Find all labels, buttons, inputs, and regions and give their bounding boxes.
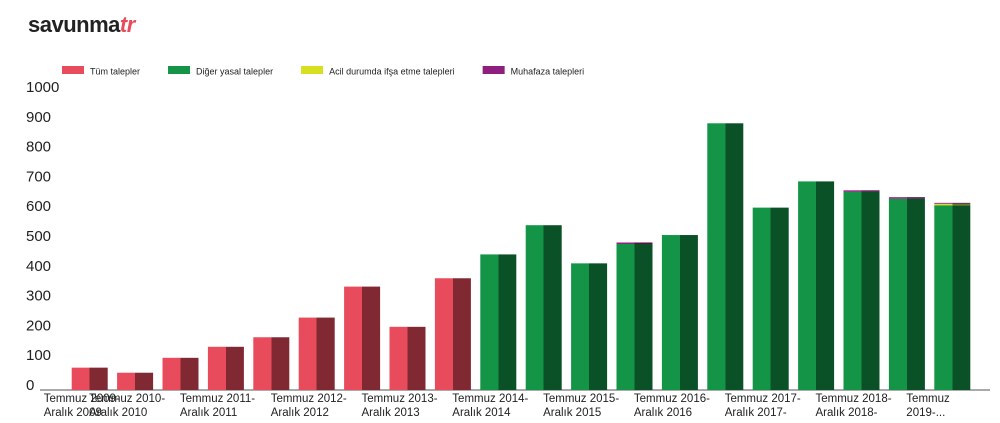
logo-accent: tr [119, 12, 135, 37]
x-tick-label: Temmuz 2017- Aralık 2017- [724, 393, 801, 419]
x-tick-label: Temmuz 2012- Aralık 2012 [270, 393, 347, 419]
x-tick-label: Temmuz 2019-... [906, 393, 950, 419]
y-tick-label: 300 [26, 288, 51, 305]
y-tick-label: 1000 [26, 79, 59, 96]
bar-segment [798, 181, 835, 390]
bar-segment [480, 254, 517, 390]
bar-segment [298, 317, 335, 390]
legend-label: Muhafaza talepleri [511, 66, 585, 76]
x-tick-label: Temmuz 2014- Aralık 2014 [452, 393, 529, 419]
bar-segment [888, 198, 925, 390]
bar-segment [934, 202, 971, 204]
bar-segment [616, 243, 653, 390]
y-tick-label: 900 [26, 109, 51, 126]
logo-text: savunma [28, 12, 120, 37]
bar-segment [253, 337, 290, 390]
legend-swatch [168, 66, 191, 74]
bar-segment [117, 372, 154, 390]
bar-segment [389, 326, 426, 390]
bar-segment [888, 197, 925, 199]
legend-swatch [301, 66, 324, 74]
bar-segment [207, 346, 244, 390]
y-tick-label: 600 [26, 198, 51, 215]
y-tick-label: 800 [26, 139, 51, 156]
bar-segment [434, 278, 471, 390]
bar-segment [71, 367, 108, 390]
y-tick-label: 0 [26, 377, 34, 394]
y-tick-label: 500 [26, 228, 51, 245]
bar-segment [661, 235, 698, 390]
x-tick-label: Temmuz 2018- Aralık 2018- [815, 393, 892, 419]
bar-segment [571, 263, 608, 390]
legend-label: Diğer yasal talepler [196, 66, 273, 76]
bar-segment [934, 203, 971, 206]
bar-segment [752, 207, 789, 390]
x-tick-label: Temmuz 2013- Aralık 2013 [361, 393, 438, 419]
x-tick-label: Temmuz 2011- Aralık 2011 [179, 393, 256, 419]
legend-swatch [62, 66, 84, 74]
legend-label: Tüm talepler [90, 66, 140, 76]
logo: savunmatr [28, 12, 135, 38]
y-tick-label: 200 [26, 317, 51, 334]
y-tick-label: 700 [26, 168, 51, 185]
bar-segment [344, 286, 381, 390]
y-tick-label: 400 [26, 258, 51, 275]
x-tick-label: Temmuz 2016- Aralık 2016 [633, 393, 710, 419]
bar-segment [162, 357, 199, 390]
x-tick-label: Temmuz 2009- Aralık 2009 [43, 393, 120, 419]
bar-segment [616, 242, 653, 244]
bar-segment [843, 191, 880, 390]
legend-label: Acil durumda ifşa etme talepleri [329, 66, 455, 76]
x-tick-label: Temmuz 2015- Aralık 2015 [543, 393, 620, 419]
bar-segment [843, 190, 880, 192]
bar-segment [707, 123, 744, 390]
bar-segment [525, 225, 562, 390]
x-tick-label: Temmuz 2010- Aralık 2010 [89, 393, 166, 419]
bar-segment [934, 205, 971, 390]
y-tick-label: 100 [26, 347, 51, 364]
legend-swatch [482, 66, 505, 74]
